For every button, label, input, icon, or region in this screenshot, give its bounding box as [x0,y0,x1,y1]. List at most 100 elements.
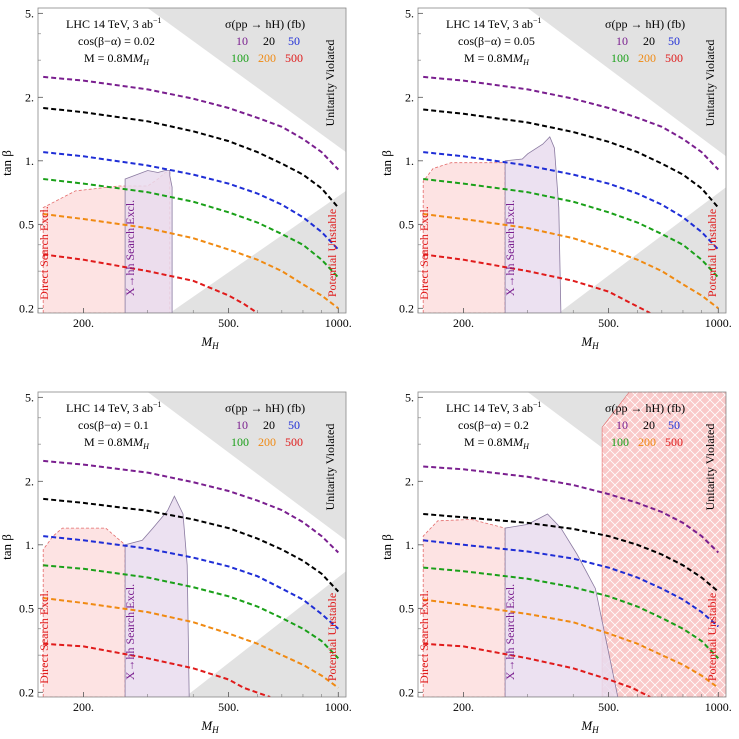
unitarity-region [147,392,346,541]
x-axis-label: MH [200,718,219,735]
y-tick-label: 0.5 [399,217,414,231]
contour-line-200 [423,213,719,310]
y-tick-label: 5. [405,390,414,404]
x-axis-label: MH [580,718,599,735]
potential-region [169,190,346,313]
x-tick-label: 200. [453,316,474,330]
header-label: LHC 14 TeV, 3 ab−1 [66,400,162,415]
potential-region [185,571,346,697]
header-label: LHC 14 TeV, 3 ab−1 [66,16,162,31]
contour-line-500 [423,642,651,697]
potential-label: Potential Unstable [705,593,719,681]
y-tick-label: 1. [25,154,34,168]
plot-area [42,8,346,313]
potential-label: Potential Unstable [705,209,719,297]
xhh-search-label: X→hh Search Excl. [503,200,517,296]
unitarity-region [147,8,346,153]
contour-line-20 [423,108,720,209]
header-superscript: −1 [533,16,542,25]
legend-entry-50: 50 [288,34,300,48]
x-tick-label: 200. [73,316,94,330]
direct-search-label: Direct Search Excl. [37,206,51,300]
x-axis-label-sub: H [211,725,219,735]
mass-label: M = 0.8MMH [464,435,530,451]
y-tick-label: 5. [25,6,34,20]
legend-entry-100: 100 [611,435,629,449]
y-axis-label: tan β [379,534,394,560]
y-tick-label: 2. [25,90,34,104]
contour-line-500 [43,642,271,697]
contour-line-20 [423,513,719,593]
legend-entry-200: 200 [638,435,656,449]
potential-label: Potential Unstable [325,209,339,297]
mass-label-h: M [512,51,524,65]
y-tick-label: 5. [405,6,414,20]
plot-area [422,8,726,313]
mass-label-sub: H [522,442,530,451]
legend-entry-100: 100 [611,51,629,65]
y-tick-label: 1. [25,538,34,552]
direct-search-region [42,527,126,697]
legend-entry-50: 50 [668,34,680,48]
legend-entry-10: 10 [616,34,628,48]
potential-label: Potential Unstable [325,593,339,681]
legend-entry-500: 500 [285,51,303,65]
xhh-search-label: X→hh Search Excl. [123,200,137,296]
y-tick-label: 0.5 [19,601,34,615]
y-tick-label: 2. [405,474,414,488]
direct-search-label: Direct Search Excl. [37,590,51,684]
plot-area [42,392,346,697]
contour-line-500 [423,253,651,313]
legend-entry-200: 200 [258,435,276,449]
y-tick-label: 0.2 [19,685,34,699]
y-tick-label: 0.2 [19,301,34,315]
mass-label-sub: H [142,58,150,67]
header-superscript: −1 [153,16,162,25]
legend-entry-500: 500 [285,435,303,449]
contour-line-100 [43,178,340,279]
mass-label-h: M [132,435,144,449]
header-label: LHC 14 TeV, 3 ab−1 [446,400,542,415]
x-tick-label: 500. [598,316,619,330]
x-axis-label: MH [200,334,219,351]
direct-search-region [422,518,506,697]
contour-line-20 [43,497,340,593]
legend-entry-10: 10 [236,34,248,48]
x-tick-label: 1000. [705,700,732,714]
contour-line-100 [423,178,720,279]
legend-entry-50: 50 [288,418,300,432]
contour-line-500 [43,253,258,313]
x-axis-label-sub: H [211,341,219,351]
legend-entry-20: 20 [263,34,275,48]
mass-label-sub: H [142,442,150,451]
y-tick-label: 5. [25,390,34,404]
y-tick-label: 1. [405,154,414,168]
legend-entry-20: 20 [643,34,655,48]
legend-entry-50: 50 [668,418,680,432]
unitarity-label: Unitarity Violated [323,424,337,511]
xhh-search-label: X→hh Search Excl. [123,584,137,680]
contour-line-200 [43,213,339,310]
mass-label: M = 0.8MMH [464,51,530,67]
x-tick-label: 1000. [325,316,352,330]
x-tick-label: 1000. [705,316,732,330]
xhh-search-region [124,495,190,697]
contour-line-50 [423,151,720,251]
legend-entry-10: 10 [616,418,628,432]
x-tick-label: 200. [453,700,474,714]
contour-line-200 [43,597,339,689]
y-tick-label: 0.5 [399,601,414,615]
xhh-search-region [504,513,619,697]
mass-label-h: M [132,51,144,65]
x-axis-label: MH [580,334,599,351]
mass-label: M = 0.8MMH [84,435,150,451]
legend-title: σ(pp → hH) (fb) [605,401,685,415]
direct-search-label: Direct Search Excl. [417,206,431,300]
x-axis-label-sub: H [591,341,599,351]
contour-line-50 [423,539,719,628]
direct-search-label: Direct Search Excl. [417,590,431,684]
